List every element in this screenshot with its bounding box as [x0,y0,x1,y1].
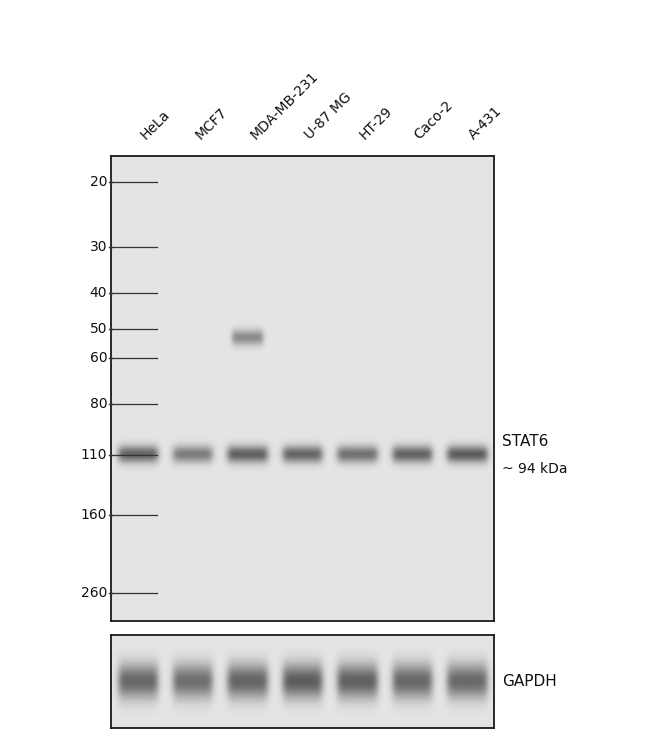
Text: Caco-2: Caco-2 [412,98,456,142]
Text: 50: 50 [90,322,107,336]
Text: ~ 94 kDa: ~ 94 kDa [502,461,567,476]
Text: U-87 MG: U-87 MG [302,90,354,142]
Text: 40: 40 [90,286,107,300]
Text: A-431: A-431 [467,103,505,142]
Text: 80: 80 [90,397,107,411]
Text: MDA-MB-231: MDA-MB-231 [248,69,320,142]
Text: MCF7: MCF7 [192,105,230,142]
Text: 260: 260 [81,586,107,600]
Text: 160: 160 [81,508,107,522]
Text: 110: 110 [81,448,107,462]
Text: 60: 60 [90,351,107,365]
Text: 20: 20 [90,175,107,189]
Text: HT-29: HT-29 [357,104,395,142]
Text: HeLa: HeLa [138,107,173,142]
Text: GAPDH: GAPDH [502,674,556,689]
Text: STAT6: STAT6 [502,435,548,450]
Text: 30: 30 [90,240,107,254]
